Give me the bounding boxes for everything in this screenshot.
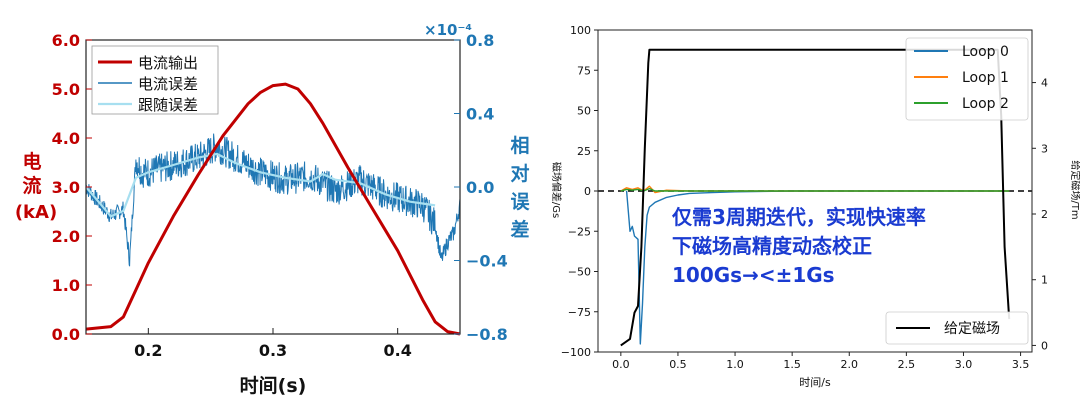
series-line-current-output: [85, 82, 461, 336]
x-tick-label: 0.5: [669, 358, 687, 371]
legend-label: 电流误差: [138, 75, 198, 93]
y-axis-label-left-unit: (kA): [15, 202, 57, 223]
y-tick-label-right: 2: [1041, 208, 1048, 221]
x-tick-label: 1.0: [726, 358, 744, 371]
y-tick-label-left: 1.0: [52, 276, 80, 295]
x-tick-label: 0.2: [134, 341, 162, 360]
y-axis-label-left-char: 流: [22, 174, 41, 197]
y-tick-label-left: −50: [568, 266, 591, 279]
y-axis-label-left: 电流 (kA): [15, 150, 57, 223]
legend-box: [91, 45, 219, 115]
legend-box: [885, 311, 1029, 345]
annotation-line: 仅需3周期迭代，实现快速率: [672, 205, 926, 229]
legend-label: 给定磁场: [944, 321, 1000, 337]
y-tick-label-left: 75: [577, 64, 591, 77]
y-tick-label-left: 3.0: [52, 178, 80, 197]
y-axis-label-left: 磁场偏差/Gs: [550, 162, 563, 218]
annotation-line: 下磁场高精度动态校正: [672, 234, 872, 258]
y-axis-label-right-char: 误: [510, 191, 530, 213]
x-tick-label: 3.0: [955, 358, 973, 371]
y-tick-label-left: 6.0: [52, 31, 80, 50]
x-tick-label: 0.4: [383, 341, 411, 360]
x-tick-label: 1.5: [783, 358, 801, 371]
y-tick-label-left: 50: [577, 105, 591, 118]
y-tick-label-right: 1: [1041, 274, 1048, 287]
y-axis-label-left-char: 电: [22, 150, 41, 173]
current-chart: 0.2 0.3 0.4 0.0 1.0 2.0 3.0 4.0 5.0 6.0 −0.8 −0.4 0.…: [15, 21, 531, 397]
x-tick-label: 2.5: [898, 358, 916, 371]
x-tick-label: 3.5: [1012, 358, 1030, 371]
y-tick-label-left: 5.0: [52, 80, 80, 99]
y-tick-label-right: 0.8: [466, 31, 494, 50]
y-tick-label-left: 25: [577, 145, 591, 158]
series-line-following-error: [85, 152, 436, 218]
legend-label: Loop 1: [962, 70, 1009, 86]
legend-box: [905, 37, 1029, 121]
y-tick-label-left: 2.0: [52, 227, 80, 246]
y-tick-label-left: 0: [584, 185, 591, 198]
x-tick-label: 0.0: [612, 358, 630, 371]
legend-label: 跟随误差: [138, 96, 198, 114]
y-tick-label-right: 0.4: [466, 105, 494, 124]
y-tick-label-left: −100: [561, 346, 591, 359]
legend-label: 电流输出: [138, 54, 198, 72]
x-axis-label: 时间/s: [799, 376, 831, 389]
y-axis-label-right: 给定磁场/Tm: [1069, 160, 1080, 219]
legend-setpoint: 给定磁场: [885, 311, 1029, 345]
y-tick-label-left: 4.0: [52, 129, 80, 148]
y-axis-label-right-char: 差: [510, 218, 529, 241]
y-tick-label-right: 0.0: [466, 178, 494, 197]
y-axis-label-right-char: 相: [510, 135, 529, 157]
x-axis-label: 时间(s): [240, 375, 307, 397]
x-tick-label: 0.3: [259, 341, 287, 360]
y-tick-label-left: −75: [568, 306, 591, 319]
x-tick-label: 2.0: [841, 358, 859, 371]
y-tick-label-right: 4: [1041, 77, 1048, 90]
series-line-current-error: [85, 133, 461, 267]
series-line-loop-2: [620, 187, 1010, 192]
y-tick-label-left: 100: [570, 24, 591, 37]
y2-exponent-label: ×10⁻⁴: [424, 21, 472, 39]
legend: Loop 0 Loop 1 Loop 2: [905, 37, 1029, 121]
y-tick-label-right: 3: [1041, 142, 1048, 155]
field-error-chart: 0.0 0.5 1.0 1.5 2.0 2.5 3.0 3.5−100−75−50−25025…: [550, 24, 1080, 389]
y-axis-label-right-char: 对: [510, 162, 529, 185]
y-tick-label-left: 0.0: [52, 325, 80, 344]
y-tick-label-right: −0.4: [466, 252, 508, 271]
y-tick-label-left: −25: [568, 225, 591, 238]
y-tick-label-right: 0: [1041, 339, 1048, 352]
legend-label: Loop 2: [962, 96, 1009, 112]
annotation-line: 100Gs→<±1Gs: [672, 263, 835, 287]
legend-label: Loop 0: [962, 44, 1009, 60]
y-tick-label-right: −0.8: [466, 325, 508, 344]
